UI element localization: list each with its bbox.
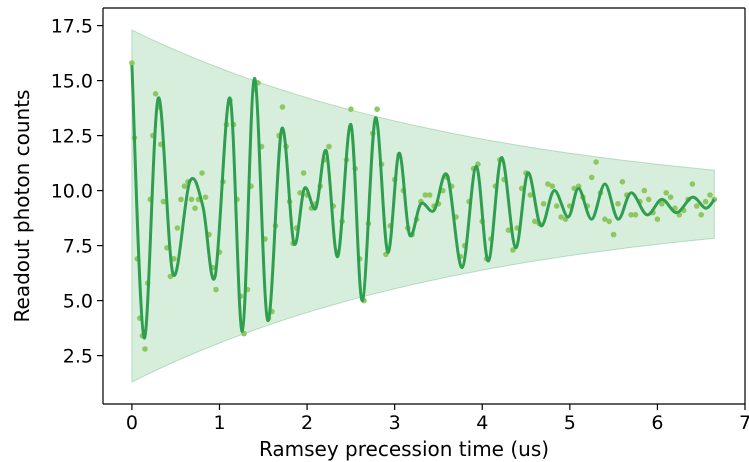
scatter-point — [549, 183, 556, 189]
envelope-band — [131, 29, 715, 383]
x-tick-label: 7 — [739, 412, 749, 434]
scatter-point — [300, 170, 307, 176]
scatter-point — [167, 273, 174, 280]
y-tick-label: 5.0 — [63, 291, 93, 313]
y-ticks: 2.5 5.0 7.5 10.0 12.5 15.0 17.5 — [51, 16, 103, 368]
scatter-point — [707, 192, 713, 198]
scatter-point — [532, 218, 538, 225]
scatter-point — [279, 104, 286, 110]
scatter-point — [199, 170, 205, 176]
fit-line — [130, 65, 716, 340]
axes: 0 1 2 3 4 5 6 7 2.5 5.0 7.5 10.0 12.5 15.0 17.5 — [51, 7, 749, 434]
scatter-point — [553, 203, 560, 209]
scatter-point — [426, 192, 433, 198]
x-tick-label: 6 — [651, 412, 663, 434]
scatter-point — [610, 231, 617, 238]
scatter-point — [615, 201, 621, 207]
scatter-point — [188, 196, 195, 203]
scatter-point — [505, 227, 512, 233]
scatter-point — [213, 286, 219, 293]
scatter-point — [374, 106, 380, 112]
scatter-point — [619, 179, 626, 185]
y-tick-label: 7.5 — [63, 236, 93, 258]
scatter-point — [667, 194, 674, 200]
scatter-point — [558, 214, 564, 220]
scatter-point — [702, 198, 709, 205]
x-tick-label: 1 — [213, 412, 225, 434]
scatter-point — [348, 106, 354, 112]
scatter-point — [593, 159, 599, 165]
scatter-point — [152, 91, 159, 97]
scatter-point — [164, 245, 170, 251]
x-tick-label: 0 — [126, 412, 138, 434]
x-tick-label: 3 — [389, 412, 401, 434]
scatter-point — [654, 216, 661, 222]
y-axis-label: Readout photon counts — [10, 90, 34, 323]
scatter-point — [641, 187, 648, 194]
scatter-point — [602, 216, 608, 222]
scatter-point — [659, 201, 665, 207]
scatter-point — [181, 183, 188, 189]
scatter-point — [588, 174, 595, 181]
scatter-point — [202, 194, 209, 200]
x-tick-label: 2 — [301, 412, 313, 434]
scatter-point — [178, 196, 184, 203]
scatter-point — [422, 192, 429, 198]
scatter-point — [632, 212, 639, 218]
scatter-point — [326, 143, 332, 150]
x-ticks: 0 1 2 3 4 5 6 7 — [126, 404, 749, 434]
y-tick-label: 2.5 — [63, 346, 93, 368]
y-tick-label: 17.5 — [51, 16, 93, 38]
x-tick-label: 5 — [564, 412, 576, 434]
plot-area — [129, 29, 718, 383]
scatter-point — [142, 346, 148, 352]
scatter-point — [192, 205, 198, 211]
x-axis-label: Ramsey precession time (us) — [259, 437, 549, 461]
scatter-point — [645, 196, 652, 203]
scatter-point — [540, 201, 547, 207]
scatter-point — [160, 198, 167, 205]
scatter-point — [663, 190, 669, 196]
scatter-point — [698, 212, 704, 218]
scatter-point — [527, 192, 534, 198]
x-tick-label: 4 — [476, 412, 488, 434]
scatter-point — [129, 60, 135, 66]
y-tick-label: 10.0 — [51, 181, 93, 203]
scatter-point — [694, 203, 700, 209]
scatter-point — [606, 218, 612, 225]
scatter-point — [545, 181, 551, 187]
scatter-point — [628, 212, 634, 218]
scatter-point — [689, 181, 696, 187]
scatter-point — [174, 225, 181, 231]
y-tick-label: 12.5 — [51, 126, 93, 148]
y-tick-label: 15.0 — [51, 71, 93, 93]
